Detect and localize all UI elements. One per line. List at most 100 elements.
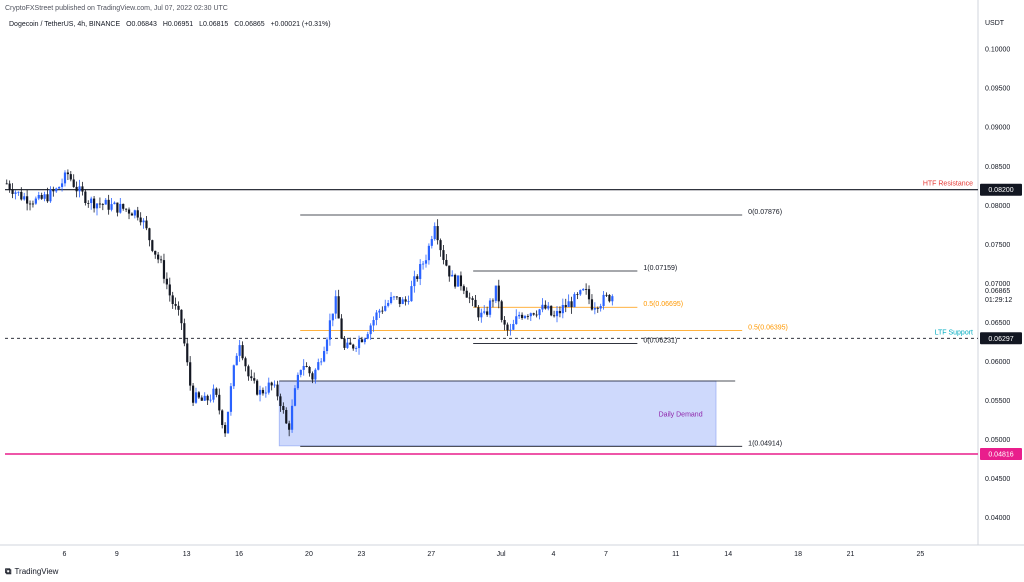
candle-body: [244, 358, 247, 367]
candle-body: [37, 195, 40, 199]
candle-body: [349, 342, 352, 345]
symbol-name: Dogecoin / TetherUS, 4h, BINANCE: [9, 21, 121, 28]
candle-body: [209, 399, 212, 401]
x-tick-label: 14: [724, 551, 732, 558]
candle-body: [11, 189, 14, 194]
candle-body: [28, 203, 32, 205]
fib-small-level-label: 1(0.07159): [643, 265, 677, 272]
candle-body: [389, 296, 393, 303]
ltf-support-label: LTF Support: [935, 329, 973, 336]
candle-body: [579, 290, 582, 295]
candle-body: [299, 369, 302, 375]
ohlc-change: +0.00021 (+0.31%): [270, 21, 331, 28]
candle-body: [322, 351, 326, 362]
candle-body: [398, 297, 401, 304]
candle-body: [576, 294, 579, 295]
y-tick-label: 0.10000: [985, 47, 1010, 54]
x-tick-label: 7: [604, 551, 608, 558]
candle-body: [87, 203, 90, 204]
currency-label: USDT: [985, 20, 1005, 27]
candle-body: [203, 395, 206, 401]
x-tick-label: 11: [672, 551, 679, 558]
fib-big-level-label: 0.5(0.06395): [748, 325, 788, 332]
candle-body: [189, 362, 192, 386]
candle-body: [63, 172, 67, 184]
candle-body: [413, 276, 416, 287]
candle-body: [526, 316, 529, 317]
candle-body: [256, 380, 259, 395]
candle-body: [282, 406, 285, 410]
candle-body: [404, 299, 407, 302]
candle-body: [69, 174, 72, 180]
candle-body: [180, 309, 183, 324]
current-price-label: 0.06865: [985, 288, 1010, 295]
candle-body: [125, 208, 128, 210]
candle-body: [384, 305, 387, 311]
candle-body: [331, 313, 334, 321]
publish-info: CryptoFXStreet published on TradingView.…: [5, 5, 228, 12]
candle-body: [261, 389, 265, 394]
candle-body: [518, 314, 521, 317]
candle-body: [509, 329, 512, 331]
candle-body: [317, 362, 320, 370]
candle-body: [290, 405, 294, 430]
candle-body: [171, 295, 174, 304]
fib-small-level-label: 0.5(0.06695): [643, 301, 683, 308]
candle-body: [325, 339, 329, 352]
candle-body: [500, 301, 503, 320]
candle-body: [564, 304, 567, 308]
x-tick-label: 27: [427, 551, 435, 558]
candle-body: [532, 313, 535, 315]
candle-body: [477, 307, 480, 318]
candle-body: [430, 239, 433, 246]
x-tick-label: 16: [235, 551, 243, 558]
candle-body: [506, 324, 509, 331]
candle-body: [34, 198, 37, 204]
candle-body: [416, 276, 419, 279]
htf-price-text: 0.08200: [988, 187, 1013, 194]
candle-body: [90, 198, 93, 204]
candle-body: [337, 296, 340, 319]
candle-body: [26, 196, 29, 204]
candle-body: [462, 286, 465, 291]
candle-body: [72, 179, 75, 187]
candle-body: [197, 392, 201, 398]
countdown-label: 01:29:12: [985, 297, 1012, 304]
candle-body: [162, 260, 166, 279]
candle-body: [520, 314, 524, 319]
candle-body: [58, 186, 61, 189]
candle-body: [480, 312, 483, 318]
symbol-legend: Dogecoin / TetherUS, 4h, BINANCE O0.0684…: [9, 21, 335, 28]
ohlc-high: H0.06951: [162, 21, 194, 28]
ltf-price-tag: [980, 332, 1022, 345]
candle-body: [288, 423, 291, 430]
candle-body: [515, 316, 518, 325]
candle-body: [267, 382, 270, 393]
candle-body: [483, 311, 486, 313]
pink-price-text: 0.04816: [988, 451, 1013, 458]
candle-body: [133, 210, 136, 216]
candle-body: [465, 290, 468, 298]
candle-body: [84, 191, 87, 204]
footer-brand[interactable]: ⧉ TradingView: [5, 566, 58, 577]
candle-body: [544, 304, 547, 309]
candle-body: [340, 318, 343, 339]
candle-body: [582, 289, 585, 291]
candle-body: [375, 312, 378, 321]
pink-price-tag: [980, 447, 1022, 460]
candle-body: [148, 228, 151, 241]
candle-body: [186, 343, 189, 363]
tradingview-logo-icon: ⧉: [5, 566, 12, 576]
fib-big-level-label: 1(0.04914): [748, 440, 782, 447]
candle-body: [81, 186, 84, 192]
candle-body: [320, 361, 323, 363]
candle-body: [360, 339, 364, 343]
candle-body: [547, 305, 550, 309]
candle-body: [512, 324, 515, 330]
candle-body: [605, 294, 608, 296]
candle-body: [529, 313, 532, 317]
candle-body: [602, 294, 605, 306]
x-tick-label: 23: [357, 551, 365, 558]
y-tick-label: 0.05500: [985, 398, 1010, 405]
